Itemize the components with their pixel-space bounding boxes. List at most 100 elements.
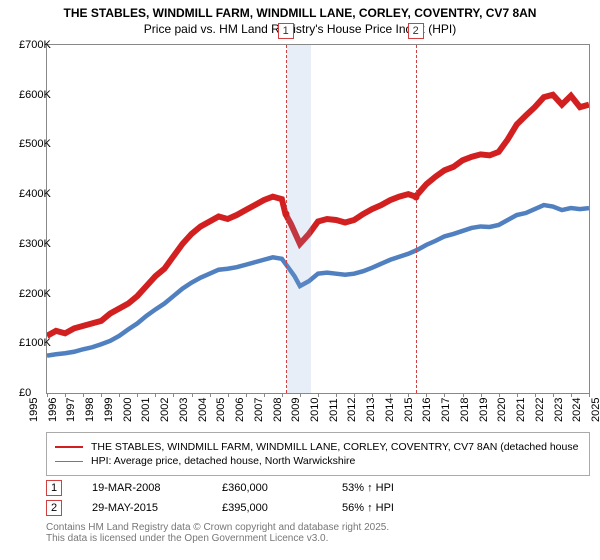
x-axis-label: 2009 <box>290 398 302 422</box>
x-tick <box>444 393 445 397</box>
legend-swatch <box>55 461 83 462</box>
x-tick <box>571 393 572 397</box>
transaction-marker-icon: 2 <box>46 500 62 516</box>
y-axis-label: £500K <box>19 138 51 150</box>
x-axis-label: 2011 <box>328 398 340 422</box>
x-tick <box>83 393 84 397</box>
x-axis-label: 1995 <box>28 398 40 422</box>
legend-label: HPI: Average price, detached house, Nort… <box>91 455 355 467</box>
legend-label: THE STABLES, WINDMILL FARM, WINDMILL LAN… <box>91 441 578 453</box>
x-tick <box>354 393 355 397</box>
sale-marker-line <box>416 45 417 393</box>
x-axis-label: 1999 <box>103 398 115 422</box>
x-axis-label: 2010 <box>309 398 321 422</box>
attribution: Contains HM Land Registry data © Crown c… <box>46 522 590 544</box>
x-axis-label: 2003 <box>178 398 190 422</box>
x-tick <box>372 393 373 397</box>
y-axis-label: £600K <box>19 89 51 101</box>
x-tick <box>481 393 482 397</box>
x-axis-label: 1996 <box>47 398 59 422</box>
x-tick <box>517 393 518 397</box>
x-tick <box>589 393 590 397</box>
x-tick <box>318 393 319 397</box>
x-tick <box>210 393 211 397</box>
x-axis-label: 2014 <box>384 398 396 422</box>
x-axis-label: 2004 <box>197 398 209 422</box>
x-axis-label: 2007 <box>253 398 265 422</box>
x-tick <box>173 393 174 397</box>
transaction-date: 29-MAY-2015 <box>92 502 222 514</box>
x-tick <box>408 393 409 397</box>
legend-item: HPI: Average price, detached house, Nort… <box>55 455 581 467</box>
x-tick <box>426 393 427 397</box>
transaction-delta: 56% ↑ HPI <box>342 502 394 514</box>
x-tick <box>463 393 464 397</box>
transaction-table: 1 19-MAR-2008£360,00053% ↑ HPI 2 29-MAY-201… <box>46 480 590 516</box>
transaction-price: £360,000 <box>222 482 342 494</box>
x-axis-label: 1998 <box>84 398 96 422</box>
x-axis-label: 2015 <box>403 398 415 422</box>
x-tick <box>228 393 229 397</box>
sale-dot <box>412 193 419 200</box>
plot-region: £0£100K£200K£300K£400K£500K£600K£700K12 <box>46 44 590 394</box>
x-axis-label: 2016 <box>421 398 433 422</box>
legend: THE STABLES, WINDMILL FARM, WINDMILL LAN… <box>46 432 590 476</box>
x-axis-label: 2001 <box>140 398 152 422</box>
y-axis-label: £100K <box>19 337 51 349</box>
sale-marker-line <box>286 45 287 393</box>
legend-swatch <box>55 446 83 448</box>
y-axis-label: £300K <box>19 238 51 250</box>
x-axis-label: 1997 <box>65 398 77 422</box>
x-axis-label: 2021 <box>515 398 527 422</box>
series-price_paid <box>47 95 589 336</box>
x-tick <box>390 393 391 397</box>
y-axis-label: £400K <box>19 188 51 200</box>
x-axis-label: 2025 <box>590 398 600 422</box>
x-axis-label: 2019 <box>478 398 490 422</box>
x-tick <box>300 393 301 397</box>
recession-band <box>287 45 310 393</box>
line-series-svg <box>47 45 589 393</box>
sale-dot <box>282 211 289 218</box>
transaction-row: 2 29-MAY-2015£395,00056% ↑ HPI <box>46 500 590 516</box>
x-tick <box>535 393 536 397</box>
transaction-row: 1 19-MAR-2008£360,00053% ↑ HPI <box>46 480 590 496</box>
attribution-line: Contains HM Land Registry data © Crown c… <box>46 522 590 533</box>
sale-marker-box: 2 <box>408 23 424 39</box>
y-axis-label: £700K <box>19 39 51 51</box>
x-axis-label: 2024 <box>571 398 583 422</box>
x-tick <box>553 393 554 397</box>
transaction-delta: 53% ↑ HPI <box>342 482 394 494</box>
x-tick <box>47 393 48 397</box>
x-tick <box>101 393 102 397</box>
x-tick <box>155 393 156 397</box>
x-axis-label: 2020 <box>496 398 508 422</box>
x-tick <box>65 393 66 397</box>
x-tick <box>192 393 193 397</box>
x-axis-label: 2012 <box>346 398 358 422</box>
transaction-marker-icon: 1 <box>46 480 62 496</box>
y-axis-label: £200K <box>19 288 51 300</box>
x-axis-label: 2000 <box>122 398 134 422</box>
chart-title: THE STABLES, WINDMILL FARM, WINDMILL LAN… <box>0 0 600 22</box>
x-axis-label: 2006 <box>234 398 246 422</box>
x-axis-label: 2022 <box>534 398 546 422</box>
x-tick <box>137 393 138 397</box>
chart-area: £0£100K£200K£300K£400K£500K£600K£700K12 … <box>28 44 590 424</box>
x-axis-label: 2002 <box>159 398 171 422</box>
x-axis-label: 2017 <box>440 398 452 422</box>
x-tick <box>246 393 247 397</box>
series-hpi <box>47 205 589 356</box>
x-axis-label: 2013 <box>365 398 377 422</box>
chart-subtitle: Price paid vs. HM Land Registry's House … <box>0 22 600 44</box>
transaction-price: £395,000 <box>222 502 342 514</box>
x-tick <box>264 393 265 397</box>
attribution-line: This data is licensed under the Open Gov… <box>46 533 590 544</box>
sale-marker-box: 1 <box>278 23 294 39</box>
x-tick <box>499 393 500 397</box>
x-tick <box>336 393 337 397</box>
x-axis-label: 2018 <box>459 398 471 422</box>
transaction-date: 19-MAR-2008 <box>92 482 222 494</box>
x-axis-label: 2008 <box>272 398 284 422</box>
x-axis-label: 2023 <box>553 398 565 422</box>
